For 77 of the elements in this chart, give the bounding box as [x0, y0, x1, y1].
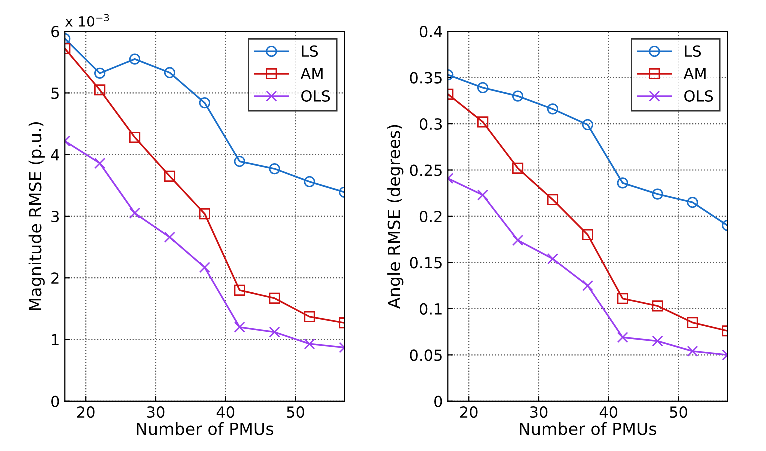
x-axis-title: Number of PMUs: [137, 422, 274, 436]
y-tick-label: 6: [52, 26, 60, 38]
point: [617, 332, 628, 344]
point: [582, 280, 594, 292]
point: [129, 132, 141, 144]
point: [164, 232, 176, 243]
y-tick-label: 1: [52, 334, 59, 346]
point: [94, 68, 106, 80]
point: [512, 90, 524, 102]
point: [652, 336, 664, 347]
y-tick-label: 0.35: [410, 72, 442, 84]
point: [234, 156, 246, 168]
y-tick-label: 0: [52, 396, 60, 408]
point: [234, 322, 246, 333]
point: [269, 292, 280, 304]
point: [199, 208, 210, 220]
legend-label: OLS: [684, 90, 714, 102]
point: [547, 253, 559, 265]
point: [199, 262, 210, 274]
point: [129, 54, 141, 65]
y-tick-label: 0.4: [420, 26, 442, 38]
point: [304, 338, 316, 350]
point: [199, 98, 210, 109]
text: x 10$^{−3}$: [66, 14, 110, 27]
point: [269, 163, 280, 175]
x-tick-label: 40: [216, 406, 235, 418]
point: [129, 208, 141, 219]
x-tick-label: 50: [287, 406, 304, 418]
point: [478, 116, 489, 128]
point: [652, 188, 664, 200]
point: [94, 158, 106, 170]
y-tick-label: 0.05: [410, 350, 442, 362]
legend-label: AM: [300, 68, 323, 80]
point: [547, 194, 559, 206]
y-tick-label: 3: [52, 210, 60, 222]
point: [617, 293, 628, 304]
y-tick-label: 0.1: [420, 303, 442, 315]
x-tick-label: 20: [460, 406, 478, 418]
point: [304, 176, 316, 188]
legend-label: AM: [684, 68, 706, 80]
y-tick-label: 2: [52, 272, 59, 284]
point: [512, 234, 524, 246]
x-axis-title: Number of PMUs: [520, 422, 657, 436]
x-tick-label: 40: [600, 406, 618, 418]
x-tick-label: 50: [670, 406, 688, 418]
point: [687, 317, 698, 328]
x-tick-label: 30: [530, 406, 548, 418]
point: [687, 346, 698, 358]
y-tick-label: 5: [52, 88, 59, 100]
point: [547, 104, 559, 115]
legend-label: LS: [685, 46, 702, 58]
point: [582, 229, 594, 241]
point: [164, 67, 176, 78]
point: [94, 84, 106, 96]
y-tick-label: 4: [51, 150, 60, 161]
point: [164, 170, 176, 182]
legend-label: OLS: [302, 90, 330, 102]
x-tick-label: 20: [77, 406, 95, 418]
y-tick-label: 0: [434, 396, 442, 408]
y-tick-label: 0.15: [410, 257, 442, 269]
point: [512, 162, 524, 174]
legend-label: LS: [302, 46, 318, 58]
point: [269, 326, 280, 338]
point: [687, 197, 698, 208]
point: [617, 178, 628, 189]
point: [478, 190, 489, 201]
y-axis-title: Angle RMSE (degrees): [388, 125, 404, 309]
point: [478, 82, 489, 94]
y-tick-label: 0.25: [410, 164, 442, 176]
x-tick-label: 30: [147, 406, 165, 418]
point: [652, 300, 664, 312]
point: [304, 311, 316, 323]
point: [234, 284, 246, 296]
point: [582, 119, 594, 131]
y-tick-label: 0.3: [420, 118, 442, 130]
y-tick-label: 0.2: [420, 210, 442, 222]
y-axis-title: Magnitude RMSE (p.u.): [28, 122, 45, 310]
